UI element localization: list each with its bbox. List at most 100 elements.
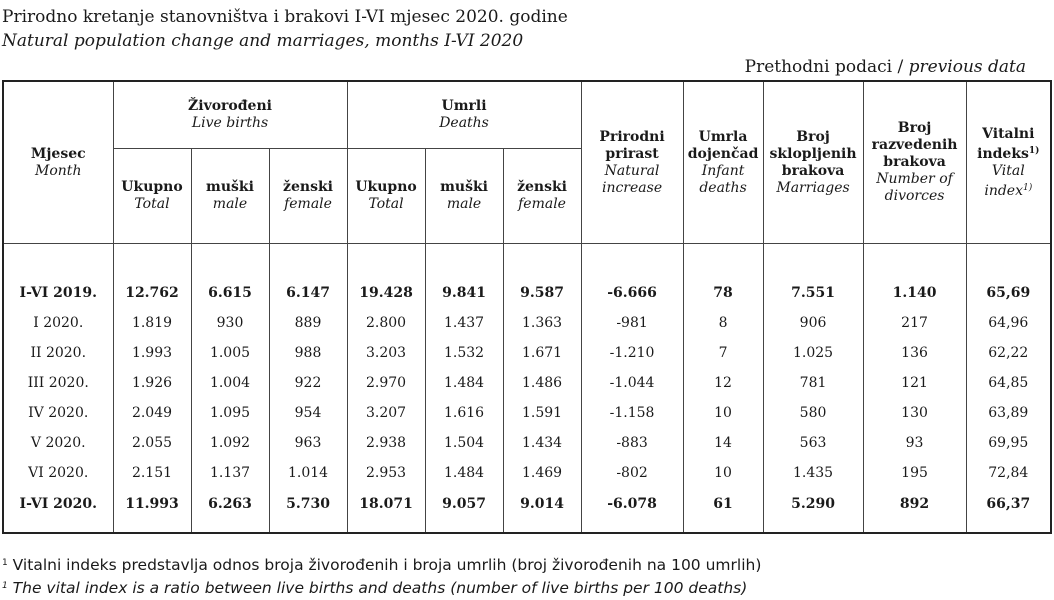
value-cell: 889 [268, 308, 348, 338]
value-cell: 5.290 [762, 488, 864, 533]
value-cell: 1.435 [762, 458, 864, 488]
month-cell: I-VI 2020. [2, 488, 114, 533]
value-cell: -883 [580, 428, 684, 458]
preliminary-english: previous data [908, 57, 1026, 77]
header-infant-deaths-english: Infant deaths [699, 162, 747, 196]
value-cell: 14 [682, 428, 764, 458]
value-cell: 11.993 [112, 488, 192, 533]
value-cell: 1.137 [190, 458, 270, 488]
header-deaths-male-english: male [446, 196, 482, 212]
value-cell: -6.078 [580, 488, 684, 533]
header-births-male-local: muški [206, 179, 254, 195]
value-cell: 1.484 [424, 368, 504, 398]
header-marriages: Broj sklopljenih brakova Marriages [762, 81, 864, 244]
value-cell: 1.532 [424, 338, 504, 368]
header-live-births-english: Live births [191, 115, 269, 131]
header-natural-increase-local: Prirodni prirast [599, 128, 665, 162]
header-deaths-total-english: Total [368, 196, 404, 212]
value-cell: 64,85 [965, 368, 1052, 398]
header-infant-deaths: Umrla dojenčad Infant deaths [682, 81, 764, 244]
value-cell: 5.730 [268, 488, 348, 533]
value-cell: 1.504 [424, 428, 504, 458]
value-cell: 580 [762, 398, 864, 428]
value-cell: 1.092 [190, 428, 270, 458]
header-live-births: Živorođeni Live births [112, 81, 348, 149]
value-cell: 2.049 [112, 398, 192, 428]
header-divorces: Broj razvedenih brakova Number of divorc… [862, 81, 967, 244]
value-cell: 9.014 [502, 488, 582, 533]
month-cell: I 2020. [2, 308, 114, 338]
statistics-table: Mjesec Month Živorođeni Live births Umrl… [2, 80, 1053, 534]
value-cell: 65,69 [965, 278, 1052, 308]
month-cell: V 2020. [2, 428, 114, 458]
table-row: I-VI 2020. 11.993 6.263 5.730 18.071 9.057 9.0… [2, 488, 1052, 533]
table-row: V 2020. 2.055 1.092 963 2.938 1.504 1.434 -883 1… [2, 428, 1052, 458]
value-cell: 9.841 [424, 278, 504, 308]
value-cell: 1.005 [190, 338, 270, 368]
value-cell: 2.151 [112, 458, 192, 488]
header-births-total: Ukupno Total [112, 148, 192, 244]
value-cell: 1.437 [424, 308, 504, 338]
value-cell: 195 [862, 458, 967, 488]
header-deaths-english: Deaths [439, 115, 489, 131]
value-cell: 18.071 [346, 488, 426, 533]
header-deaths-female: ženski female [502, 148, 582, 244]
header-deaths-male-local: muški [440, 179, 488, 195]
header-divorces-english: Number of divorces [876, 171, 953, 204]
header-month-local: Mjesec [30, 145, 86, 162]
month-cell: III 2020. [2, 368, 114, 398]
value-cell: 69,95 [965, 428, 1052, 458]
value-cell: 1.486 [502, 368, 582, 398]
footnote-local-marker: 1 [2, 558, 8, 568]
value-cell: 930 [190, 308, 270, 338]
value-cell: 64,96 [965, 308, 1052, 338]
month-cell: IV 2020. [2, 398, 114, 428]
value-cell: 9.057 [424, 488, 504, 533]
preliminary-local: Prethodni podaci / [744, 57, 904, 77]
header-vital-index-english: Vital index1) [967, 163, 1051, 200]
value-cell: 2.055 [112, 428, 192, 458]
value-cell: 9.587 [502, 278, 582, 308]
header-live-births-local: Živorođeni [188, 98, 272, 114]
value-cell: 1.025 [762, 338, 864, 368]
value-cell: 1.484 [424, 458, 504, 488]
value-cell: 1.591 [502, 398, 582, 428]
footnote-local: 1 Vitalni indeks predstavlja odnos broja… [2, 553, 761, 575]
header-births-total-english: Total [134, 196, 170, 212]
value-cell: 1.616 [424, 398, 504, 428]
header-deaths-total-local: Ukupno [355, 179, 417, 195]
preliminary-data-note: Prethodni podaci / previous data [745, 55, 1026, 79]
footnote-english: 1 The vital index is a ratio between liv… [2, 576, 747, 598]
value-cell: 1.819 [112, 308, 192, 338]
value-cell: 19.428 [346, 278, 426, 308]
header-vital-index-english-text: Vital index [984, 162, 1025, 199]
header-births-total-local: Ukupno [121, 179, 183, 195]
value-cell: 130 [862, 398, 967, 428]
header-divorces-local: Broj razvedenih brakova [871, 120, 958, 170]
header-deaths-male: muški male [424, 148, 504, 244]
table-row: I-VI 2019. 12.762 6.615 6.147 19.428 9.841 9.5… [2, 278, 1052, 308]
value-cell: 2.970 [346, 368, 426, 398]
value-cell: 93 [862, 428, 967, 458]
table-row: IV 2020. 2.049 1.095 954 3.207 1.616 1.591 -1.1… [2, 398, 1052, 428]
value-cell: 61 [682, 488, 764, 533]
value-cell: 72,84 [965, 458, 1052, 488]
value-cell: 10 [682, 398, 764, 428]
value-cell: 10 [682, 458, 764, 488]
value-cell: 2.938 [346, 428, 426, 458]
header-births-female: ženski female [268, 148, 348, 244]
header-marriages-english: Marriages [776, 179, 850, 196]
value-cell: 781 [762, 368, 864, 398]
header-vital-index-local: Vitalni indeks [977, 125, 1035, 162]
value-cell: 963 [268, 428, 348, 458]
table-row: I 2020. 1.819 930 889 2.800 1.437 1.363 -981 8 90… [2, 308, 1052, 338]
header-natural-increase: Prirodni prirast Natural increase [580, 81, 684, 244]
header-infant-deaths-local: Umrla dojenčad [687, 128, 759, 162]
header-month: Mjesec Month [2, 81, 114, 244]
value-cell: 906 [762, 308, 864, 338]
header-vital-index-footnote-ref: 1) [1028, 145, 1040, 156]
value-cell: -1.158 [580, 398, 684, 428]
header-marriages-local: Broj sklopljenih brakova [769, 128, 857, 179]
value-cell: 8 [682, 308, 764, 338]
value-cell: 1.671 [502, 338, 582, 368]
